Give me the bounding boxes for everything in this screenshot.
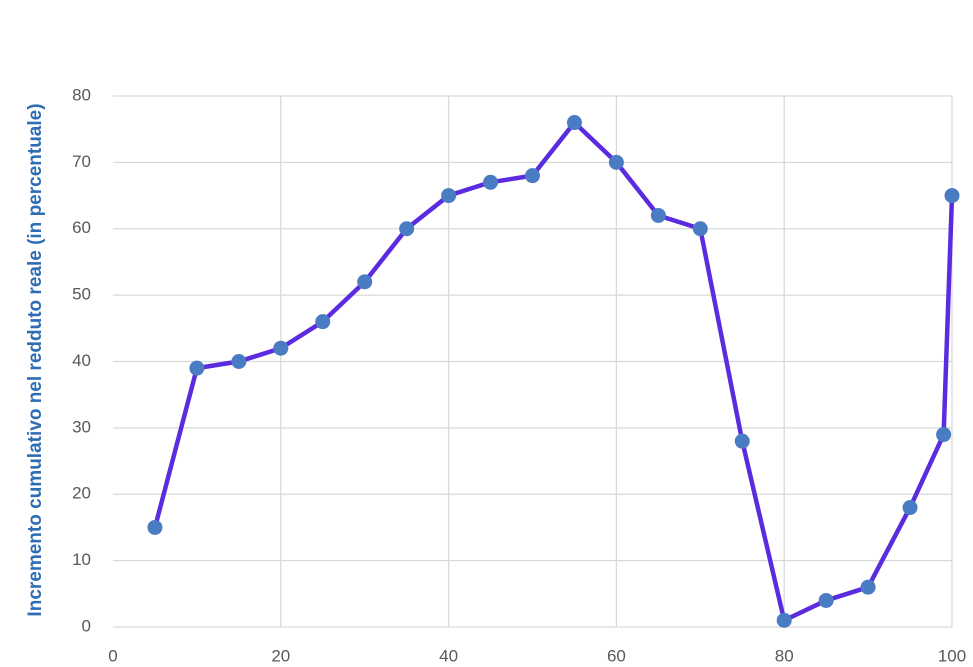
point — [441, 188, 457, 204]
x-tick-label: 40 — [439, 646, 458, 665]
y-tick-label: 10 — [72, 550, 91, 569]
y-tick-label: 30 — [72, 417, 91, 436]
y-tick-label: 60 — [72, 218, 91, 237]
point — [608, 154, 624, 170]
y-axis-label: Incremento cumulativo nel redduto reale … — [25, 103, 46, 616]
point — [776, 612, 792, 628]
point — [734, 433, 750, 449]
point — [566, 115, 582, 131]
point — [650, 207, 666, 223]
x-tick-label: 0 — [108, 646, 117, 665]
line — [152, 120, 955, 623]
point — [692, 221, 708, 237]
point — [936, 427, 952, 443]
point — [273, 340, 289, 356]
x-tick-label: 80 — [775, 646, 794, 665]
x-tick-label: 20 — [271, 646, 290, 665]
point — [189, 360, 205, 376]
point — [860, 579, 876, 595]
point — [147, 519, 163, 535]
y-tick-label: 70 — [72, 152, 91, 171]
y-tick-label: 40 — [72, 351, 91, 370]
y-tick-label: 80 — [72, 85, 91, 104]
point — [483, 174, 499, 190]
point — [315, 314, 331, 330]
point — [231, 354, 247, 369]
point — [944, 188, 960, 204]
point — [357, 274, 373, 290]
x-tick-label: 60 — [607, 646, 626, 665]
y-tick-label: 50 — [72, 285, 91, 304]
y-tick-label: 20 — [72, 484, 91, 503]
y-tick-label: 0 — [82, 616, 91, 635]
x-tick-label: 100 — [938, 646, 966, 665]
point — [818, 592, 834, 608]
point — [525, 168, 540, 184]
point — [902, 500, 918, 516]
point — [399, 221, 415, 237]
